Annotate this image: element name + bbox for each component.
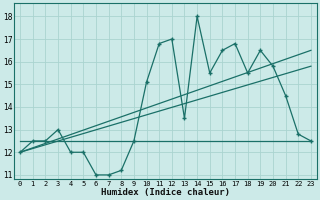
X-axis label: Humidex (Indice chaleur): Humidex (Indice chaleur) <box>101 188 230 197</box>
